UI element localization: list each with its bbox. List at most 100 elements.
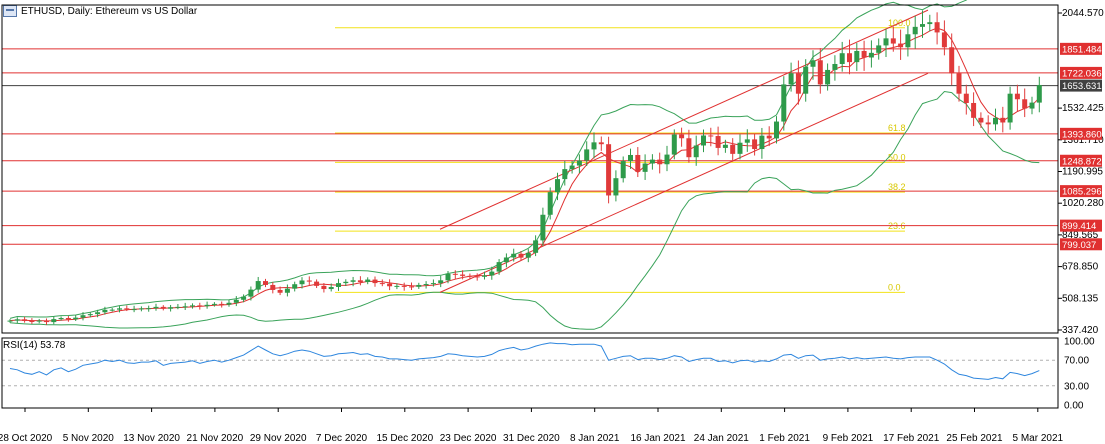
candle	[576, 154, 582, 174]
candle-body	[854, 50, 860, 63]
candle	[963, 84, 969, 115]
candle-body	[146, 308, 152, 310]
candle-body	[36, 320, 42, 322]
candle-body	[693, 145, 699, 158]
candle-body	[839, 53, 845, 64]
candle-body	[204, 304, 210, 307]
date-axis-label: 5 Nov 2020	[63, 433, 115, 444]
candle-body	[44, 320, 49, 323]
candle	[781, 76, 787, 131]
candle-body	[533, 240, 539, 253]
price-axis-label: 1361.710	[1062, 135, 1104, 146]
candle	[956, 65, 962, 102]
candle-body	[1029, 102, 1035, 109]
candle	[372, 276, 378, 287]
candle-body	[138, 308, 144, 310]
candle-body	[372, 279, 378, 284]
candle-body	[540, 214, 546, 241]
candle-body	[357, 280, 363, 282]
candle	[73, 315, 79, 322]
candle-body	[795, 73, 801, 94]
level-price-label: 1653.631	[1062, 81, 1102, 92]
date-axis-label: 24 Jan 2021	[694, 433, 749, 444]
candle	[138, 306, 144, 312]
level-price-label: 799.037	[1062, 240, 1096, 251]
candle-body	[460, 274, 466, 276]
candle-body	[686, 138, 692, 158]
candle-body	[350, 280, 356, 282]
candle	[978, 112, 984, 128]
candle	[847, 39, 852, 75]
date-axis-label: 13 Nov 2020	[123, 433, 180, 444]
candle	[832, 55, 838, 81]
candle-body	[401, 285, 407, 287]
candle	[620, 156, 626, 183]
candle-body	[292, 284, 298, 289]
candle-body	[263, 281, 268, 285]
candle	[920, 10, 925, 38]
candle-body	[722, 144, 728, 148]
candle	[606, 136, 612, 204]
candle-body	[744, 139, 750, 143]
candle-body	[555, 179, 560, 193]
candle	[1022, 88, 1028, 118]
candle-body	[628, 154, 633, 162]
candle	[985, 115, 991, 134]
candle	[357, 276, 363, 286]
candle	[693, 135, 699, 166]
candle	[423, 281, 429, 289]
candle-body	[1014, 93, 1020, 100]
candle-body	[1007, 93, 1013, 123]
candle	[671, 129, 677, 160]
candle	[569, 161, 575, 174]
candle-body	[664, 154, 670, 165]
candle-body	[80, 315, 86, 318]
candle	[562, 160, 568, 186]
candle	[226, 299, 232, 307]
fibonacci-label: 0.0	[888, 282, 901, 292]
candle-body	[569, 165, 575, 170]
candle	[474, 273, 480, 281]
candle-body	[708, 135, 714, 137]
candle-body	[65, 318, 71, 320]
candle	[876, 38, 882, 60]
candle	[810, 50, 816, 80]
bollinger-upper-band	[9, 0, 968, 319]
axes-layer: 2044.570 1532.425 1361.710 1190.995 1020.280…	[0, 4, 1104, 444]
fibonacci-label: 38.2	[888, 182, 906, 192]
candle	[752, 133, 758, 156]
candle	[248, 286, 254, 301]
candle-body	[993, 117, 998, 125]
candle-body	[87, 314, 93, 316]
rsi-axis-label: 70.00	[1064, 356, 1089, 367]
candle-body	[912, 26, 918, 35]
level-price-label: 1248.872	[1062, 156, 1102, 167]
candle-body	[328, 286, 334, 290]
price-axis-label: 1190.995	[1062, 167, 1103, 178]
candle-body	[737, 142, 743, 154]
candle	[416, 282, 422, 289]
candle	[518, 250, 524, 261]
candle	[211, 302, 217, 307]
candle	[124, 305, 130, 312]
candle	[117, 306, 122, 313]
candle	[883, 28, 889, 57]
candle-body	[95, 312, 101, 315]
candle-body	[1022, 99, 1028, 109]
price-axis-label: 508.135	[1062, 293, 1099, 304]
candle-body	[759, 135, 765, 150]
candle-body	[211, 303, 217, 305]
candle-body	[277, 289, 283, 293]
candle-body	[847, 53, 852, 63]
candle	[540, 207, 546, 246]
horizontal-levels-layer	[2, 48, 1058, 245]
candle	[168, 304, 174, 312]
candle	[44, 318, 49, 325]
candle-body	[934, 22, 940, 33]
moving-average-line	[9, 27, 1040, 322]
candle	[825, 63, 831, 91]
candle	[343, 279, 349, 287]
candle	[722, 139, 728, 153]
price-axis-label: 2044.570	[1062, 8, 1104, 19]
